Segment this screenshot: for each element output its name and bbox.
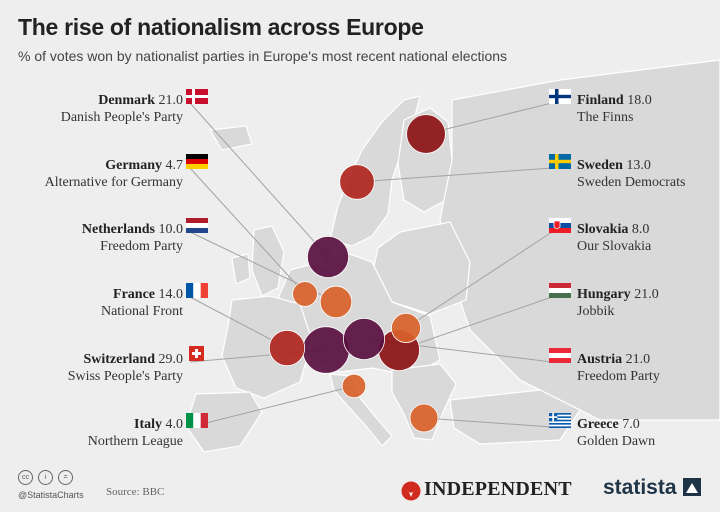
france-flag-icon: [186, 283, 208, 298]
independent-logo: INDEPENDENT: [424, 478, 572, 500]
label-greece: Greece 7.0 Golden Dawn: [577, 417, 656, 449]
label-finland: Finland 18.0 The Finns: [577, 93, 652, 125]
leader-line-denmark: [189, 102, 329, 258]
germany-flag-icon: [186, 154, 208, 169]
leader-line-sweden: [356, 167, 553, 183]
denmark-flag-icon: [186, 89, 208, 104]
label-netherlands: Netherlands 10.0 Freedom Party: [81, 222, 183, 254]
chart-subtitle: % of votes won by nationalist parties in…: [18, 48, 508, 64]
statista-handle: @StatistaCharts: [18, 490, 84, 500]
statista-logo: statista: [603, 476, 677, 499]
bubble-slovakia: [390, 312, 421, 343]
bubble-germany: [292, 281, 318, 307]
bubble-finland: [406, 114, 446, 154]
label-slovakia: Slovakia 8.0 Our Slovakia: [577, 222, 652, 254]
sweden-flag-icon: [549, 154, 571, 169]
label-hungary: Hungary 21.0 Jobbik: [577, 287, 659, 319]
bubble-austria: [342, 317, 385, 360]
austria-flag-icon: [549, 348, 571, 363]
label-sweden: Sweden 13.0 Sweden Democrats: [577, 158, 686, 190]
leader-line-slovakia: [405, 231, 553, 329]
leader-line-italy: [189, 385, 355, 428]
italy-flag-icon: [186, 413, 208, 428]
statista-mark-icon: [683, 478, 701, 496]
leader-line-finland: [425, 102, 553, 135]
label-france: France 14.0 National Front: [100, 287, 183, 319]
bubble-switzerland: [302, 326, 350, 374]
leader-line-france: [189, 296, 288, 349]
finland-flag-icon: [549, 89, 571, 104]
leader-line-germany: [189, 167, 306, 295]
no-derivatives-icon: =: [58, 470, 73, 485]
bubble-france: [268, 329, 306, 367]
label-denmark: Denmark 21.0 Danish People's Party: [60, 93, 183, 125]
leader-line-greece: [423, 417, 553, 428]
switzerland-flag-icon: [189, 346, 204, 361]
greece-flag-icon: [549, 413, 571, 428]
hungary-flag-icon: [549, 283, 571, 298]
bubble-netherlands: [319, 285, 353, 319]
slovakia-flag-icon: [549, 218, 571, 233]
attribution-icon: i: [38, 470, 53, 485]
bubble-sweden: [339, 164, 375, 200]
bubble-italy: [341, 373, 367, 399]
creative-commons-icon: cc: [18, 470, 33, 485]
source-note: Source: BBC: [106, 486, 165, 498]
label-switzerland: Switzerland 29.0 Swiss People's Party: [67, 352, 183, 384]
chart-title: The rise of nationalism across Europe: [18, 14, 424, 40]
leader-line-hungary: [398, 296, 553, 351]
label-italy: Italy 4.0 Northern League: [87, 417, 183, 449]
bubble-greece: [409, 403, 439, 433]
netherlands-flag-icon: [186, 218, 208, 233]
label-germany: Germany 4.7 Alternative for Germany: [44, 158, 183, 190]
bubble-denmark: [306, 235, 349, 278]
label-austria: Austria 21.0 Freedom Party: [577, 352, 660, 384]
eagle-logo-icon: [401, 481, 421, 501]
